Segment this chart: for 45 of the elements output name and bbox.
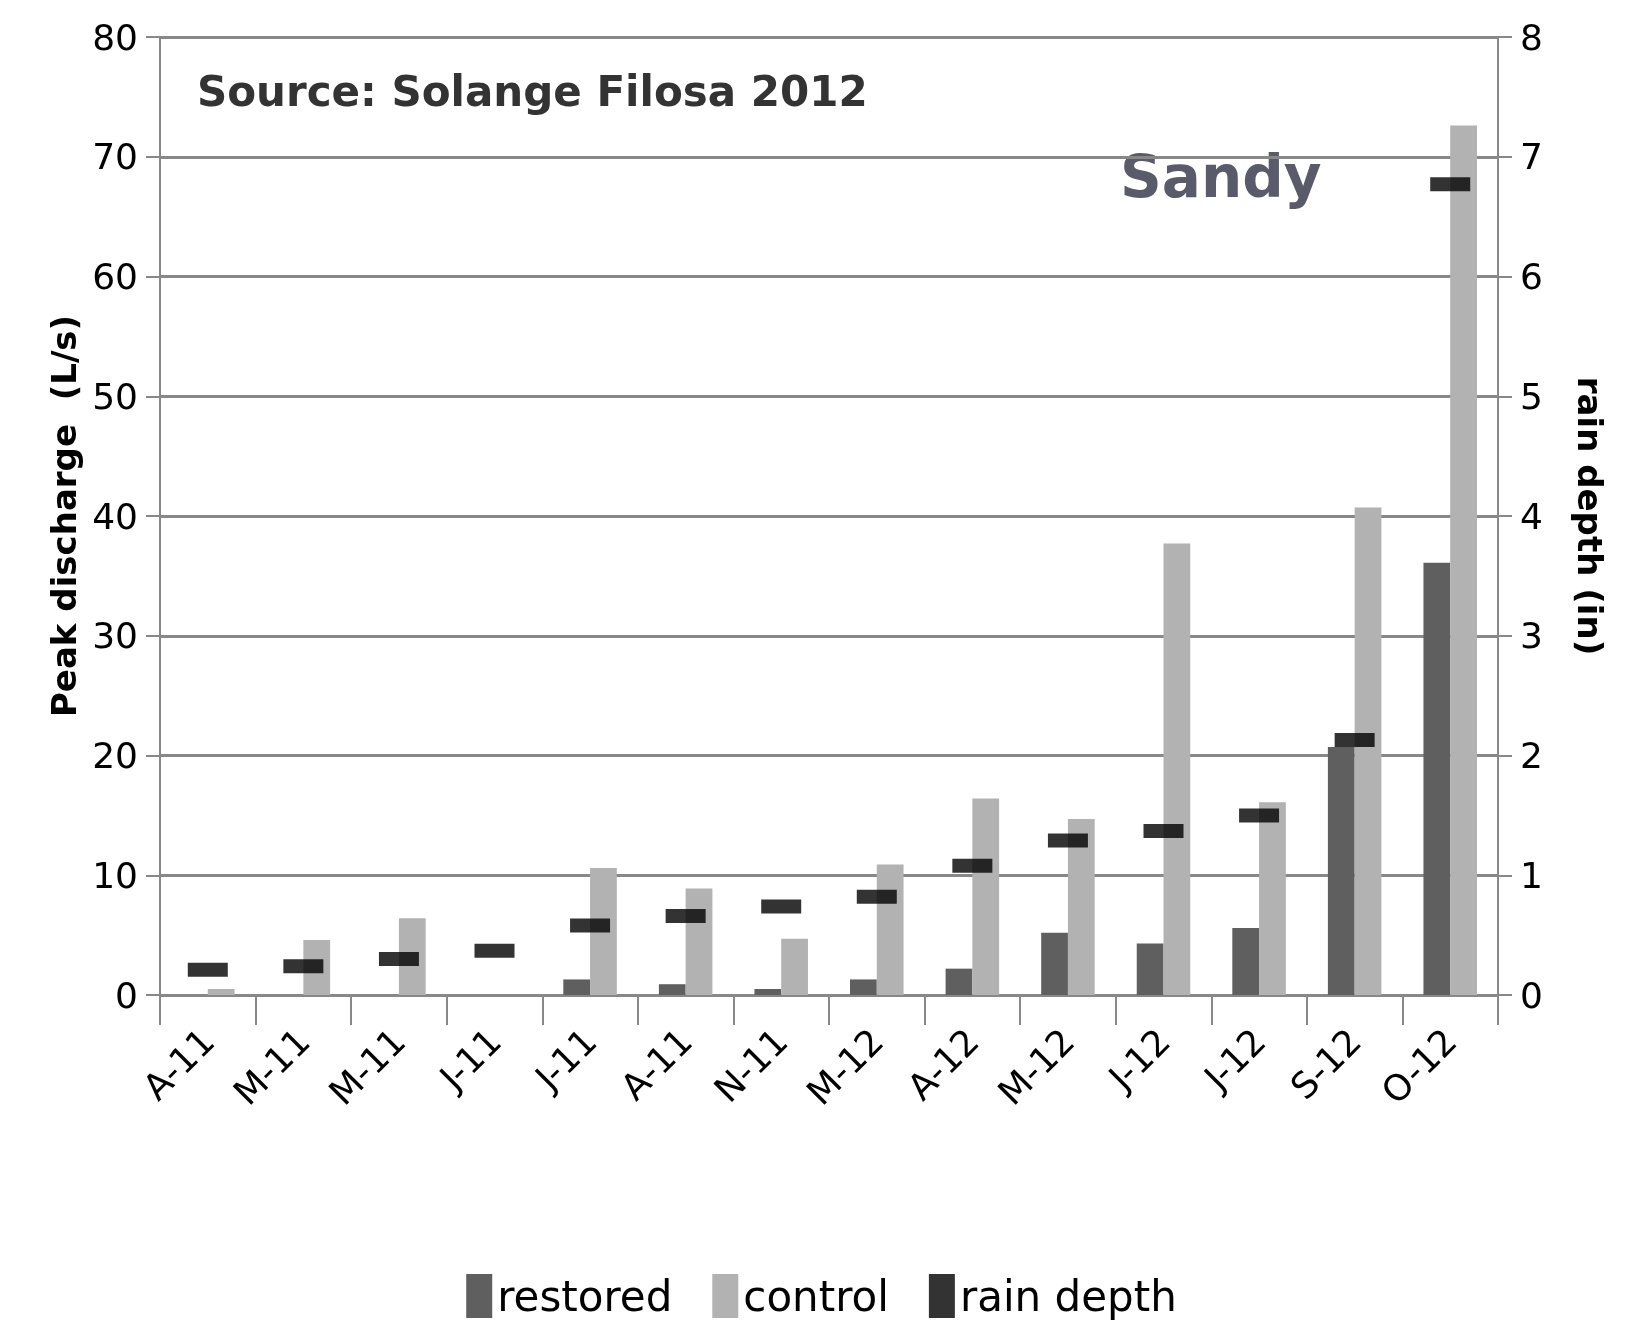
y-tick-label: 10 — [92, 854, 138, 896]
y2-tick-label: 8 — [1520, 16, 1543, 58]
bar — [1067, 818, 1095, 995]
bar — [1450, 125, 1477, 995]
bar — [590, 868, 617, 995]
annotation: Sandy — [1120, 143, 1322, 211]
bar — [1041, 932, 1068, 995]
bar — [1354, 507, 1382, 995]
bar — [1163, 543, 1191, 995]
y-tick-label: 60 — [92, 256, 138, 297]
bar — [658, 984, 686, 995]
bar — [1327, 747, 1355, 995]
legend-label: rain depth — [959, 1271, 1177, 1321]
y-tick-label: 0 — [115, 974, 138, 1016]
bar — [850, 979, 877, 995]
bar — [207, 989, 235, 995]
y-tick-label: 40 — [92, 495, 138, 537]
bar — [1423, 562, 1451, 995]
bar — [563, 979, 591, 995]
bar — [1232, 927, 1260, 995]
y-tick-label: 20 — [92, 735, 138, 776]
bar — [754, 989, 782, 995]
y2-tick-label: 6 — [1520, 256, 1543, 297]
legend-label: restored — [497, 1271, 673, 1321]
y2-tick-label: 5 — [1520, 375, 1543, 417]
y2-tick-label: 4 — [1520, 495, 1543, 537]
y2-tick-label: 3 — [1520, 615, 1543, 657]
y-tick-label: 30 — [92, 615, 138, 657]
y2-tick-label: 7 — [1520, 136, 1543, 178]
y-tick-label: 80 — [92, 16, 138, 58]
bar — [781, 938, 808, 995]
y2-tick-label: 0 — [1520, 974, 1543, 1016]
y2-axis-title: rain depth (in) — [1570, 376, 1610, 656]
y-axis-title: Peak discharge (L/s) — [44, 314, 85, 718]
bar — [1259, 802, 1286, 995]
y-tick-label: 70 — [92, 136, 138, 178]
bar — [945, 968, 973, 995]
annotation: Source: Solange Filosa 2012 — [197, 66, 868, 116]
y2-tick-label: 2 — [1520, 735, 1543, 776]
legend-label: control — [743, 1271, 889, 1321]
bar — [1136, 943, 1164, 995]
bar — [972, 798, 1000, 995]
y2-tick-label: 1 — [1520, 854, 1543, 896]
bar — [876, 864, 904, 995]
y-tick-label: 50 — [92, 375, 138, 417]
